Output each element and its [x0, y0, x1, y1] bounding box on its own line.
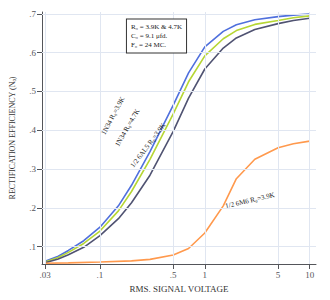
svg-text:C₀ = 9.1 μfd.: C₀ = 9.1 μfd.: [131, 32, 168, 40]
svg-text:.5: .5: [170, 270, 177, 280]
svg-text:.7: .7: [29, 9, 36, 19]
svg-text:.5: .5: [29, 86, 36, 96]
svg-text:1/2 6M6 R₀=3.9K: 1/2 6M6 R₀=3.9K: [225, 191, 276, 210]
svg-text:1N34 R₀=3.9K: 1N34 R₀=3.9K: [99, 95, 127, 137]
svg-text:.3: .3: [29, 164, 36, 174]
svg-text:5: 5: [276, 270, 281, 280]
svg-text:1: 1: [203, 270, 208, 280]
svg-text:F₀ = 24 MC.: F₀ = 24 MC.: [131, 41, 166, 49]
svg-text:.03: .03: [40, 270, 52, 280]
svg-text:1/2 6AL5 R₀=3.9K: 1/2 6AL5 R₀=3.9K: [129, 122, 168, 170]
svg-text:.2: .2: [29, 203, 36, 213]
svg-text:1N34 R₀=4.7K: 1N34 R₀=4.7K: [113, 108, 141, 148]
svg-text:.6: .6: [29, 48, 36, 58]
svg-text:R₀ = 3.9K & 4.7K: R₀ = 3.9K & 4.7K: [131, 23, 182, 31]
svg-text:.1: .1: [97, 270, 104, 280]
svg-text:10: 10: [305, 270, 315, 280]
svg-text:.1: .1: [29, 242, 36, 252]
svg-text:.4: .4: [29, 125, 36, 135]
svg-text:RECTIFICATION EFFICIENCY (Nₒ): RECTIFICATION EFFICIENCY (Nₒ): [8, 76, 17, 199]
svg-text:RMS. SIGNAL VOLTAGE: RMS. SIGNAL VOLTAGE: [129, 284, 229, 294]
